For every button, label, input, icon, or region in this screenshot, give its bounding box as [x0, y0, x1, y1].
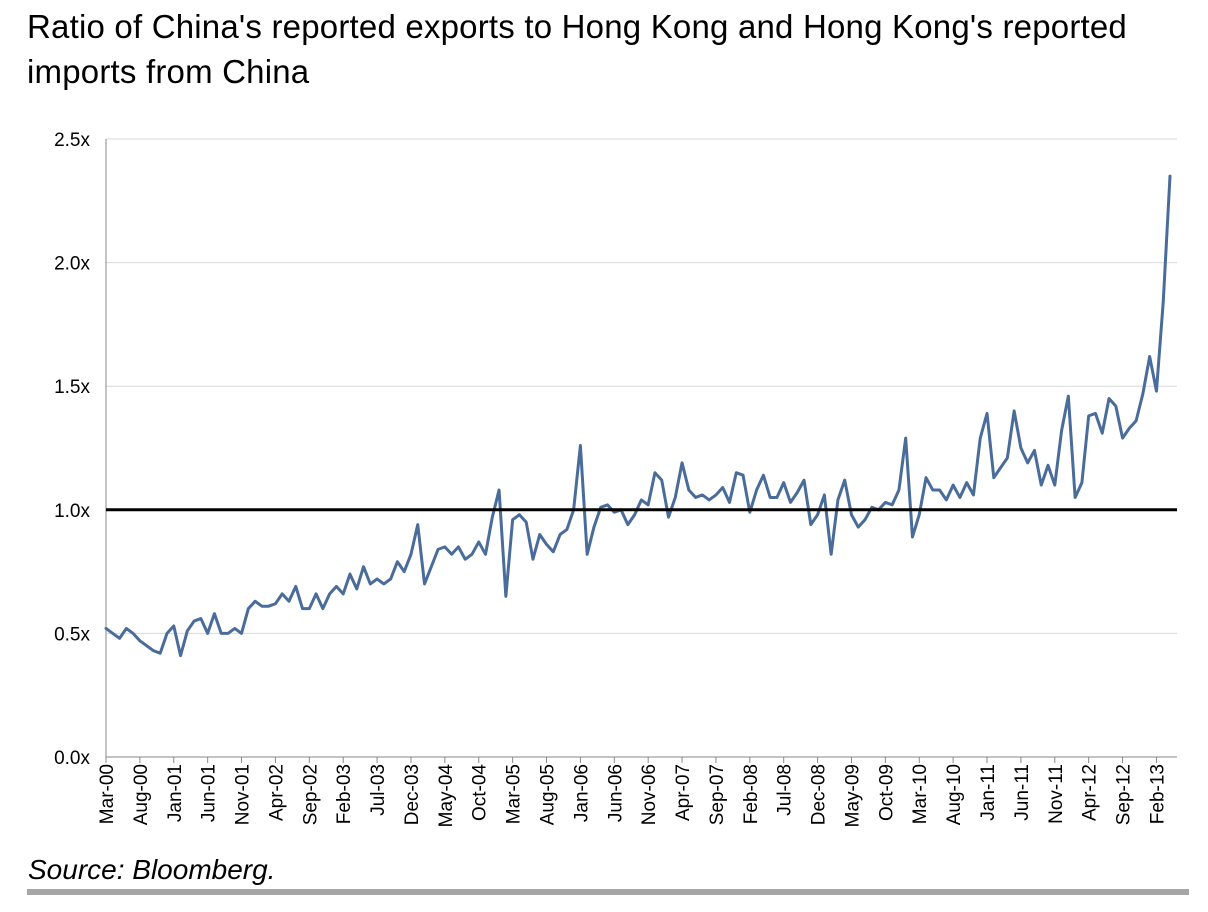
x-tick-label: Feb-08	[741, 764, 762, 824]
footer-divider	[27, 889, 1189, 895]
x-tick-label: Nov-01	[233, 764, 254, 825]
y-tick-label: 2.0x	[54, 254, 90, 275]
x-tick-label: Jan-01	[165, 764, 186, 822]
x-axis	[105, 139, 1177, 763]
x-tick-label: Apr-02	[266, 764, 287, 821]
x-tick-label: Aug-05	[538, 764, 559, 825]
x-tick-label: Jan-06	[571, 764, 592, 822]
series-group	[104, 174, 1172, 658]
x-tick-label: Mar-05	[504, 764, 525, 824]
grid-lines	[106, 138, 1177, 634]
x-tick-label: Jun-11	[1012, 764, 1033, 821]
x-tick-label: Jun-01	[199, 764, 220, 822]
x-tick-label: Sep-07	[707, 764, 728, 825]
x-tick-label: Aug-00	[131, 764, 152, 825]
x-tick-label: Jul-03	[368, 764, 389, 816]
y-axis-tick-labels: 0.0x 0.5x 1.0x 1.5x 2.0x 2.5x	[54, 130, 90, 769]
x-tick-label: May-04	[436, 764, 457, 828]
x-tick-label: Aug-10	[944, 764, 965, 825]
source-note: Source: Bloomberg.	[28, 854, 276, 885]
x-tick-label: Feb-03	[334, 764, 355, 824]
series-line	[104, 174, 1172, 658]
x-tick-label: Dec-03	[402, 764, 423, 825]
x-tick-label: Apr-07	[673, 764, 694, 821]
x-tick-label: Jan-11	[978, 764, 999, 821]
x-tick-label: Sep-12	[1114, 764, 1135, 825]
y-tick-label: 1.0x	[54, 501, 90, 522]
x-tick-label: Dec-08	[809, 764, 830, 825]
x-tick-label: Oct-04	[470, 764, 491, 821]
x-tick-label: Oct-09	[876, 764, 897, 821]
y-tick-label: 0.0x	[54, 748, 90, 769]
x-tick-label: Apr-12	[1080, 764, 1101, 821]
y-tick-label: 1.5x	[54, 377, 90, 398]
chart-title: Ratio of China's reported exports to Hon…	[27, 8, 1127, 90]
y-tick-label: 2.5x	[54, 130, 90, 151]
x-tick-label: Nov-06	[639, 764, 660, 825]
x-axis-tick-labels: Mar-00 Aug-00 Jan-01 Jun-01 Nov-01 Apr-02 Sep-…	[97, 764, 1168, 828]
y-tick-label: 0.5x	[54, 624, 90, 645]
x-tick-label: Jul-08	[775, 764, 796, 816]
x-tick-label: Jun-06	[605, 764, 626, 822]
x-tick-label: Mar-10	[910, 764, 931, 824]
x-tick-label: Feb-13	[1147, 764, 1168, 824]
x-tick-label: Nov-11	[1046, 764, 1067, 824]
x-tick-label: Mar-00	[97, 764, 118, 824]
x-tick-label: May-09	[842, 764, 863, 827]
x-tick-label: Sep-02	[300, 764, 321, 825]
